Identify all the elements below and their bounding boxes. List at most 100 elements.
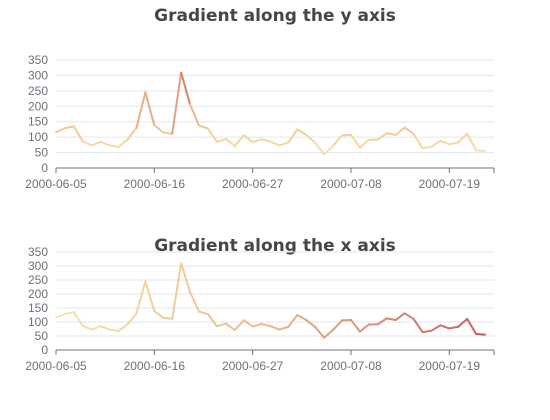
line-segment bbox=[439, 139, 451, 146]
line-segment bbox=[430, 139, 442, 148]
line-segment bbox=[189, 291, 201, 313]
line-segment bbox=[412, 317, 424, 334]
x-tick-label: 2000-06-16 bbox=[124, 359, 186, 373]
line-segment bbox=[269, 140, 281, 147]
line-segment bbox=[90, 325, 102, 331]
line-segment bbox=[162, 316, 174, 320]
line-segment bbox=[349, 319, 361, 333]
line-segment bbox=[198, 310, 209, 316]
y-tick-label: 250 bbox=[28, 84, 48, 98]
line-segment bbox=[251, 138, 263, 144]
x-tick-label: 2000-07-08 bbox=[320, 177, 382, 191]
line-segment bbox=[358, 323, 370, 333]
line-segment bbox=[153, 124, 165, 134]
x-tick-label: 2000-06-27 bbox=[222, 359, 284, 373]
y-tick-label: 250 bbox=[28, 273, 48, 287]
series-line bbox=[55, 262, 487, 339]
line-segment bbox=[153, 310, 165, 319]
line-segment bbox=[198, 124, 209, 130]
x-tick-label: 2000-06-16 bbox=[124, 177, 186, 191]
line-segment bbox=[332, 319, 344, 331]
line-segment bbox=[189, 103, 201, 127]
line-segment bbox=[394, 126, 406, 136]
x-tick-label: 2000-06-05 bbox=[25, 177, 87, 191]
line-segment bbox=[412, 132, 424, 150]
line-segment bbox=[296, 314, 308, 322]
line-segment bbox=[63, 125, 75, 130]
line-segment bbox=[323, 328, 335, 339]
line-segment bbox=[278, 141, 290, 147]
line-segment bbox=[349, 133, 361, 149]
x-tick-label: 2000-07-08 bbox=[320, 359, 382, 373]
x-tick-label: 2000-07-19 bbox=[419, 177, 481, 191]
line-segment bbox=[72, 125, 84, 143]
line-segment bbox=[99, 325, 111, 331]
line-segment bbox=[126, 126, 138, 141]
line-segment bbox=[475, 149, 487, 153]
line-segment bbox=[314, 326, 326, 339]
y-tick-label: 50 bbox=[35, 329, 49, 343]
line-segment bbox=[180, 262, 192, 294]
line-segment bbox=[394, 312, 406, 322]
line-segment bbox=[358, 138, 370, 149]
line-segment bbox=[466, 317, 478, 336]
line-segment bbox=[206, 127, 218, 143]
line-segment bbox=[99, 140, 111, 147]
series-line bbox=[55, 71, 487, 156]
line-segment bbox=[108, 328, 120, 332]
line-segment bbox=[457, 317, 469, 328]
line-segment bbox=[448, 141, 460, 146]
x-tick-label: 2000-06-27 bbox=[222, 177, 284, 191]
line-segment bbox=[81, 140, 93, 147]
line-segment bbox=[323, 144, 335, 156]
line-segment bbox=[233, 319, 245, 332]
chart-title: Gradient along the y axis bbox=[154, 6, 396, 26]
line-segment bbox=[260, 138, 272, 143]
y-tick-label: 350 bbox=[28, 53, 48, 67]
line-segment bbox=[233, 134, 245, 148]
line-segment bbox=[305, 133, 317, 144]
line-segment bbox=[63, 311, 75, 315]
line-segment bbox=[466, 132, 478, 152]
y-tick-label: 150 bbox=[28, 301, 48, 315]
line-segment bbox=[385, 132, 397, 136]
line-segment bbox=[55, 127, 66, 134]
line-segment bbox=[421, 329, 433, 334]
line-segment bbox=[376, 317, 388, 326]
y-tick-label: 200 bbox=[28, 287, 48, 301]
line-segment bbox=[180, 71, 192, 106]
line-segment bbox=[251, 322, 263, 328]
chart-title: Gradient along the x axis bbox=[154, 236, 396, 256]
line-segment bbox=[117, 323, 129, 332]
x-tick-label: 2000-06-05 bbox=[25, 359, 87, 373]
line-segment bbox=[144, 91, 156, 127]
line-segment bbox=[55, 312, 66, 319]
line-segment bbox=[126, 312, 138, 326]
line-segment bbox=[314, 141, 326, 156]
line-segment bbox=[305, 319, 317, 329]
line-segment bbox=[242, 319, 254, 328]
line-segment bbox=[117, 138, 129, 149]
x-tick-label: 2000-07-19 bbox=[419, 359, 481, 373]
line-segment bbox=[171, 71, 183, 135]
y-tick-label: 300 bbox=[28, 68, 48, 82]
line-segment bbox=[215, 137, 227, 143]
line-segment bbox=[287, 128, 299, 144]
line-segment bbox=[439, 324, 451, 330]
line-segment bbox=[215, 322, 227, 328]
line-segment bbox=[144, 280, 156, 313]
line-segment bbox=[448, 325, 460, 330]
line-segment bbox=[421, 145, 433, 150]
line-segment bbox=[332, 134, 344, 147]
line-segment bbox=[296, 128, 308, 136]
line-segment bbox=[206, 313, 218, 328]
y-tick-label: 150 bbox=[28, 115, 48, 129]
line-segment bbox=[224, 137, 236, 148]
line-segment bbox=[260, 322, 272, 328]
line-segment bbox=[171, 262, 183, 320]
line-segment bbox=[242, 134, 254, 144]
y-tick-label: 350 bbox=[28, 245, 48, 259]
line-segment bbox=[162, 131, 174, 135]
line-segment bbox=[81, 324, 93, 331]
